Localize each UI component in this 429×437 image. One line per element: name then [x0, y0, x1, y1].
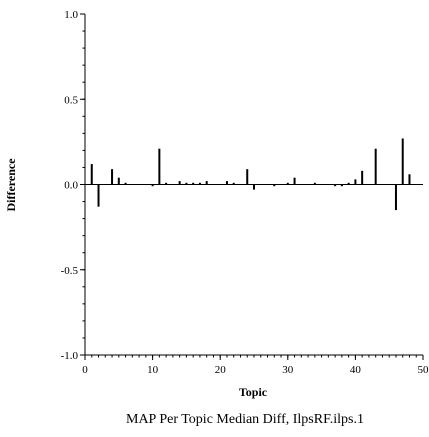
y-tick-label: 0.0	[64, 180, 78, 192]
x-axis-title: Topic	[239, 385, 268, 399]
x-tick-label: 50	[418, 364, 429, 376]
y-tick-label: 0.5	[64, 94, 78, 106]
x-tick-label: 0	[82, 364, 88, 376]
x-tick-label: 30	[282, 364, 294, 376]
y-tick-label: -1.0	[61, 350, 79, 362]
y-axis-title: Difference	[4, 158, 18, 212]
x-tick-label: 20	[215, 364, 227, 376]
chart-title: MAP Per Topic Median Diff, IlpsRF.ilps.1	[126, 412, 364, 427]
y-tick-label: -0.5	[61, 265, 79, 277]
labels-layer: Topic Difference MAP Per Topic Median Di…	[4, 158, 364, 427]
axes-layer: -1.0 -0.5 0.0 0.5 1.0 0 10 20 30 40 50	[61, 9, 429, 376]
x-tick-label: 10	[147, 364, 159, 376]
bars-layer	[90, 138, 411, 211]
x-tick-label: 40	[350, 364, 362, 376]
y-tick-label: 1.0	[64, 9, 78, 21]
